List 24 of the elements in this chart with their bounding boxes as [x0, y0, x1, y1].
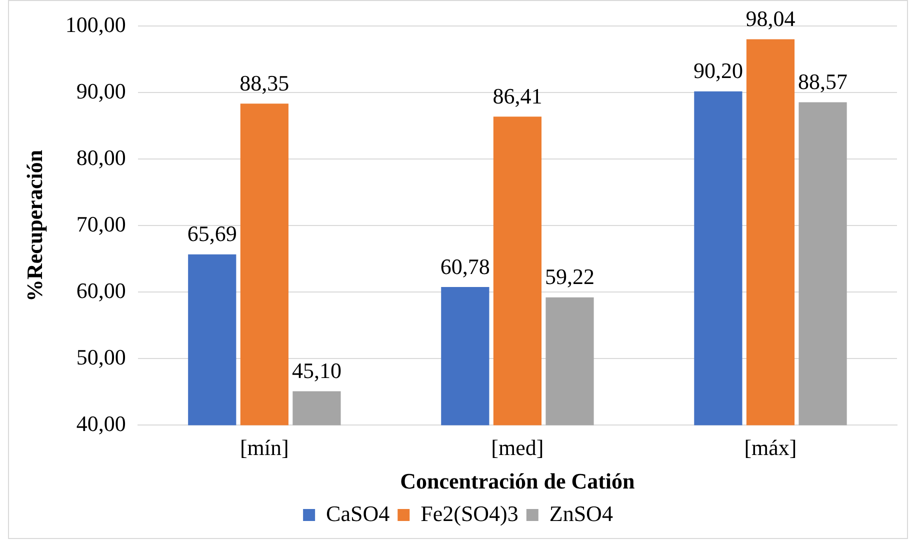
x-tick-label: [med]	[491, 435, 544, 460]
x-axis-title: Concentración de Catión	[400, 468, 635, 494]
data-label: 60,78	[440, 254, 490, 279]
data-label: 88,57	[798, 68, 848, 94]
x-tick-label: [máx]	[744, 435, 797, 460]
y-tick-label: 40,00	[76, 410, 126, 436]
data-label: 45,10	[292, 358, 342, 384]
data-label: 86,41	[492, 83, 542, 108]
data-label: 65,69	[187, 221, 237, 246]
x-tick-label: [mín]	[240, 435, 289, 460]
y-tick-label: 90,00	[76, 78, 126, 104]
y-tick-label: 70,00	[76, 211, 126, 236]
data-label: 88,35	[240, 70, 290, 96]
legend-label: Fe2(SO4)3	[420, 500, 518, 526]
data-label: 59,22	[544, 264, 594, 290]
legend-label: CaSO4	[326, 500, 390, 526]
y-tick-label: 80,00	[76, 144, 126, 170]
y-tick-label: 60,00	[76, 278, 126, 303]
data-label: 98,04	[746, 6, 796, 32]
y-tick-label: 50,00	[76, 344, 126, 370]
data-label: 90,20	[693, 58, 743, 84]
legend-label: ZnSO4	[549, 500, 613, 526]
y-tick-label: 100,00	[65, 12, 126, 37]
y-axis-title: %Recuperación	[22, 150, 47, 302]
